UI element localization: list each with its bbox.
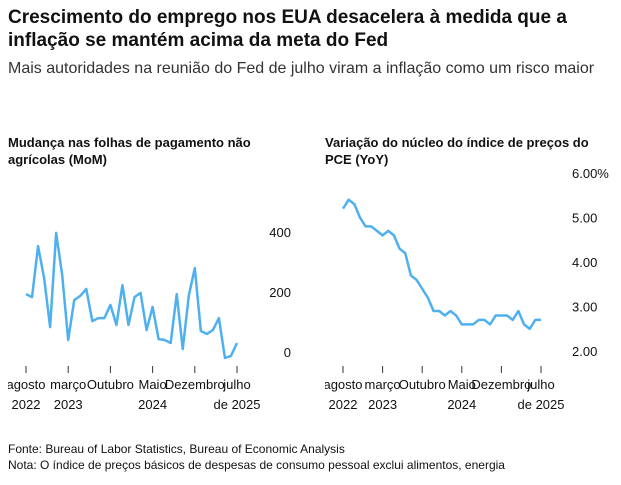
- x-tick-label: março: [50, 377, 86, 392]
- chart-title: Mudança nas folhas de pagamento não agrí…: [8, 135, 251, 167]
- x-tick-label: agosto: [6, 377, 45, 392]
- x-tick-label: Maio: [448, 377, 476, 392]
- y-tick-label: 0: [284, 345, 291, 360]
- footer: Fonte: Bureau of Labor Statistics, Burea…: [8, 441, 505, 473]
- y-tick-label: 4.00: [572, 255, 597, 270]
- x-tick-label: Outubro: [399, 377, 446, 392]
- x-tick-label: Dezembro: [471, 377, 531, 392]
- data-line: [341, 198, 541, 331]
- x-tick-label: agosto: [323, 377, 362, 392]
- chart-title: Variação do núcleo do índice de preços d…: [325, 135, 589, 167]
- x-tick-label: 2023: [368, 397, 397, 412]
- x-tick-label: Maio: [139, 377, 167, 392]
- source: Fonte: Bureau of Labor Statistics, Burea…: [8, 442, 345, 456]
- x-tick-label: 2023: [54, 397, 83, 412]
- x-tick-label: julho: [526, 377, 554, 392]
- x-tick-label: 2024: [447, 397, 476, 412]
- data-line: [25, 231, 239, 360]
- title: Crescimento do emprego nos EUA desaceler…: [8, 7, 567, 51]
- x-tick-label: Outubro: [87, 377, 134, 392]
- x-tick-label: julho: [222, 377, 250, 392]
- y-tick-label: 400: [269, 225, 291, 240]
- x-tick-label: 2022: [329, 397, 358, 412]
- x-tick-label: 2024: [138, 397, 167, 412]
- subtitle: Mais autoridades na reunião do Fed de ju…: [8, 60, 595, 77]
- y-tick-label: 3.00: [572, 300, 597, 315]
- chart-left: 0 200 400 agosto 2022 março 2023 Outubro Maio 202…: [6, 225, 291, 412]
- x-tick-label: 2022: [12, 397, 41, 412]
- x-tick-label: de 2025: [518, 397, 565, 412]
- y-tick-label: 2.00: [572, 344, 597, 359]
- y-tick-label: 6.00%: [572, 166, 609, 181]
- note: Nota: O índice de preços básicos de desp…: [8, 458, 505, 472]
- chart-right: 6.00% 5.00 4.00 3.00 2.00 agosto 2022 março 2023…: [323, 166, 609, 412]
- x-tick-label: Dezembro: [165, 377, 225, 392]
- x-tick-label: março: [365, 377, 401, 392]
- y-tick-label: 5.00: [572, 211, 597, 226]
- x-tick-label: de 2025: [214, 397, 261, 412]
- y-tick-label: 200: [269, 285, 291, 300]
